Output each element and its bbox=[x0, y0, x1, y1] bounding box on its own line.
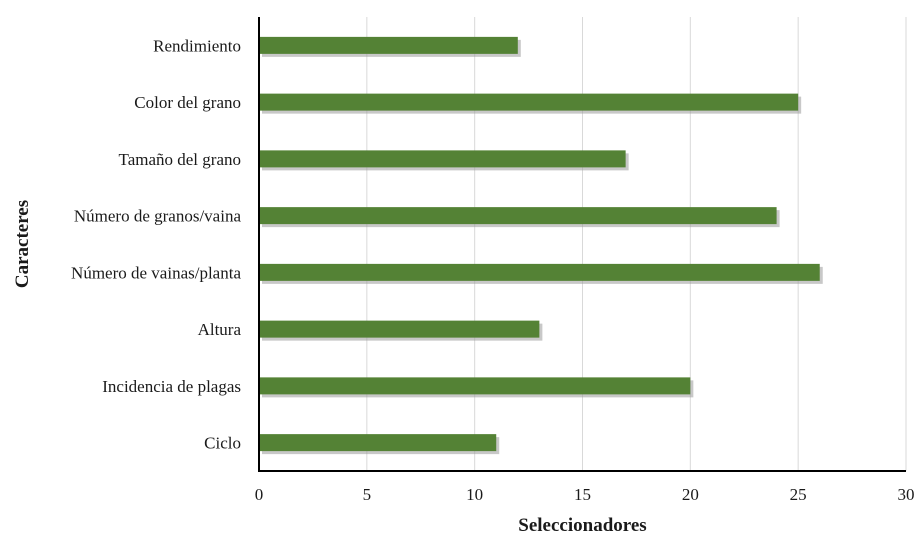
bar bbox=[259, 150, 626, 168]
category-label: Tamaño del grano bbox=[119, 150, 242, 169]
bar bbox=[259, 434, 497, 452]
x-tick-label: 25 bbox=[790, 485, 807, 504]
x-axis-title: Seleccionadores bbox=[518, 515, 646, 533]
category-label: Altura bbox=[198, 320, 242, 339]
bar bbox=[259, 320, 540, 338]
bar bbox=[259, 207, 777, 225]
x-tick-labels: 0 5 10 15 20 25 30 bbox=[255, 485, 915, 504]
category-label: Número de vainas/planta bbox=[71, 263, 241, 282]
bar bbox=[259, 93, 799, 111]
category-label: Incidencia de plagas bbox=[102, 377, 241, 396]
category-label: Rendimiento bbox=[153, 36, 241, 55]
x-tick-label: 20 bbox=[682, 485, 699, 504]
x-tick-label: 0 bbox=[255, 485, 264, 504]
bar bbox=[259, 263, 820, 281]
y-axis-title: Caracteres bbox=[12, 200, 33, 288]
gridlines bbox=[366, 17, 907, 471]
x-tick-label: 30 bbox=[898, 485, 915, 504]
bars bbox=[259, 36, 823, 455]
category-label: Número de granos/vaina bbox=[74, 207, 242, 226]
x-tick-label: 15 bbox=[574, 485, 591, 504]
bar bbox=[259, 36, 518, 54]
bar bbox=[259, 377, 691, 395]
x-tick-label: 5 bbox=[363, 485, 372, 504]
x-tick-label: 10 bbox=[466, 485, 483, 504]
category-label: Color del grano bbox=[134, 93, 241, 112]
category-label: Ciclo bbox=[204, 434, 241, 453]
category-labels: Rendimiento Color del grano Tamaño del gra… bbox=[71, 36, 241, 452]
